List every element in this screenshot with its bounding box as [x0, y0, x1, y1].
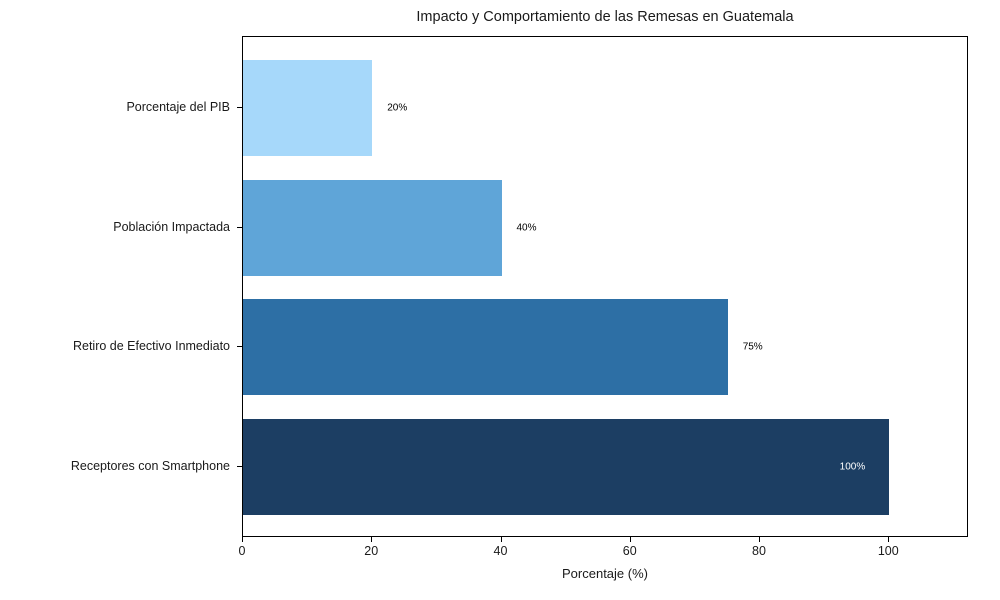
- x-tick-mark: [500, 537, 502, 542]
- x-axis-tick-label: 60: [622, 544, 637, 558]
- x-tick-mark: [242, 537, 243, 542]
- y-tick-mark: [237, 466, 242, 468]
- x-axis-tick-label: 100: [877, 544, 899, 558]
- bar-value-label: 20%: [387, 102, 408, 114]
- bar: 75%: [243, 299, 763, 396]
- chart-title: Impacto y Comportamiento de las Remesas …: [416, 9, 794, 25]
- y-axis-tick-label: Retiro de Efectivo Inmediato: [72, 339, 230, 354]
- y-tick-mark: [237, 226, 242, 228]
- y-axis-tick-label: Receptores con Smartphone: [70, 459, 230, 474]
- x-axis-tick-label: 80: [752, 544, 766, 558]
- x-axis-tick-label: 40: [493, 544, 508, 558]
- x-axis-tick-label: 20: [364, 544, 379, 558]
- bar: 100%: [243, 419, 890, 516]
- plot-area: 20% 40% 75% 100%: [242, 36, 968, 537]
- x-tick-mark: [888, 537, 890, 542]
- bar: 40%: [243, 179, 537, 276]
- x-tick-mark: [629, 537, 631, 542]
- x-axis-tick-label: 0: [238, 544, 246, 558]
- y-tick-mark: [237, 346, 242, 348]
- bar-value-label: 75%: [742, 341, 763, 353]
- y-axis-tick-label: Población Impactada: [113, 219, 230, 234]
- x-tick-mark: [371, 537, 373, 542]
- bar-value-label: 40%: [516, 222, 537, 234]
- y-tick-mark: [237, 106, 242, 108]
- bar-value-label: 100%: [839, 461, 866, 473]
- y-axis-tick-label: Porcentaje del PIB: [126, 99, 230, 114]
- x-axis-label: Porcentaje (%): [562, 566, 648, 581]
- bar: 20%: [243, 59, 407, 156]
- x-tick-mark: [759, 537, 760, 542]
